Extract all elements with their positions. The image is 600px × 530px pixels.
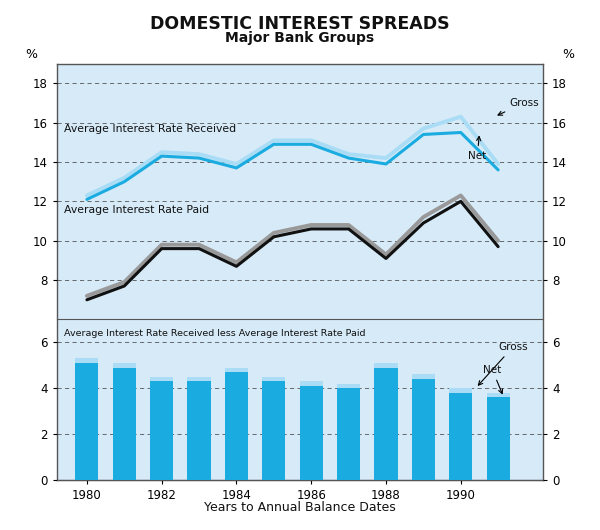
Bar xyxy=(113,363,136,480)
Bar xyxy=(487,393,510,480)
Text: Gross: Gross xyxy=(478,342,528,385)
Text: Average Interest Rate Received: Average Interest Rate Received xyxy=(64,125,236,135)
Bar xyxy=(299,386,323,480)
Bar xyxy=(337,388,360,480)
Bar xyxy=(374,363,398,480)
Bar xyxy=(487,398,510,480)
Bar xyxy=(225,367,248,480)
Bar xyxy=(412,379,435,480)
Bar xyxy=(262,381,286,480)
Bar xyxy=(150,377,173,480)
Bar xyxy=(412,374,435,480)
Bar xyxy=(337,384,360,480)
Text: DOMESTIC INTEREST SPREADS: DOMESTIC INTEREST SPREADS xyxy=(150,15,450,33)
Bar xyxy=(299,381,323,480)
Text: Average Interest Rate Received less Average Interest Rate Paid: Average Interest Rate Received less Aver… xyxy=(64,329,366,338)
Bar xyxy=(262,377,286,480)
Bar xyxy=(374,367,398,480)
Bar xyxy=(187,381,211,480)
Text: Net: Net xyxy=(468,137,487,161)
Text: %: % xyxy=(563,48,575,61)
Bar xyxy=(449,388,472,480)
Bar xyxy=(113,367,136,480)
Text: Gross: Gross xyxy=(498,98,539,115)
Text: Average Interest Rate Paid: Average Interest Rate Paid xyxy=(64,205,209,215)
Text: Years to Annual Balance Dates: Years to Annual Balance Dates xyxy=(204,501,396,514)
Bar xyxy=(150,381,173,480)
Text: %: % xyxy=(25,48,37,61)
Text: Major Bank Groups: Major Bank Groups xyxy=(226,31,374,45)
Bar xyxy=(76,358,98,480)
Text: Net: Net xyxy=(483,365,503,394)
Bar xyxy=(187,377,211,480)
Bar xyxy=(76,363,98,480)
Bar xyxy=(449,393,472,480)
Bar xyxy=(225,372,248,480)
